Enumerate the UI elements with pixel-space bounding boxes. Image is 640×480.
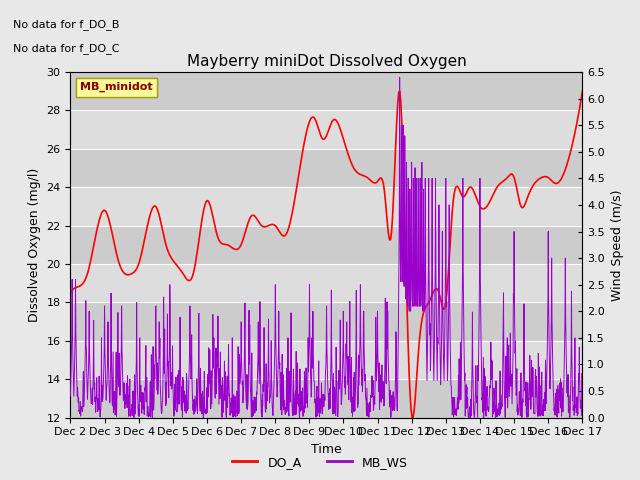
Bar	[70, 187, 582, 226]
Bar	[70, 149, 582, 187]
Bar	[70, 226, 582, 264]
Y-axis label: Wind Speed (m/s): Wind Speed (m/s)	[611, 189, 623, 300]
Bar	[70, 379, 582, 418]
Bar	[70, 302, 582, 341]
Bar	[70, 341, 582, 379]
Legend: MB_minidot: MB_minidot	[76, 78, 157, 96]
Title: Mayberry miniDot Dissolved Oxygen: Mayberry miniDot Dissolved Oxygen	[186, 54, 467, 70]
X-axis label: Time: Time	[311, 443, 342, 456]
Legend: DO_A, MB_WS: DO_A, MB_WS	[227, 451, 413, 474]
Y-axis label: Dissolved Oxygen (mg/l): Dissolved Oxygen (mg/l)	[28, 168, 41, 322]
Bar	[70, 72, 582, 110]
Text: No data for f_DO_C: No data for f_DO_C	[13, 43, 119, 54]
Bar	[70, 110, 582, 149]
Bar	[70, 264, 582, 302]
Text: No data for f_DO_B: No data for f_DO_B	[13, 19, 119, 30]
